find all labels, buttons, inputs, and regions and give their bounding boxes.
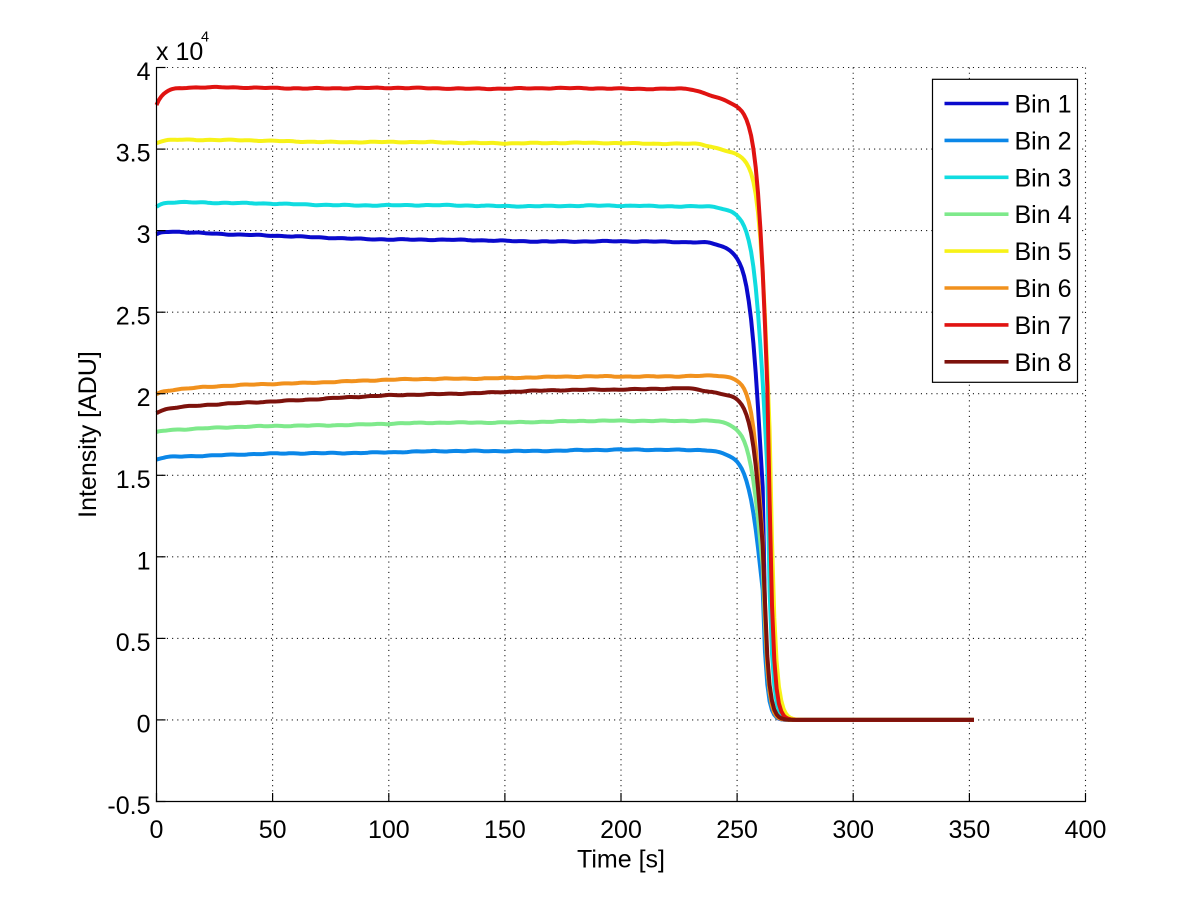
svg-text:50: 50 [259, 816, 287, 844]
svg-text:150: 150 [484, 816, 526, 844]
svg-text:Bin 8: Bin 8 [1015, 349, 1072, 377]
svg-text:2: 2 [137, 384, 151, 412]
svg-text:300: 300 [832, 816, 874, 844]
svg-text:-0.5: -0.5 [107, 792, 150, 820]
svg-text:Bin 2: Bin 2 [1015, 127, 1072, 155]
svg-text:x 10: x 10 [156, 38, 203, 66]
svg-text:Time [s]: Time [s] [577, 846, 665, 874]
svg-text:0: 0 [137, 710, 151, 738]
svg-text:Bin 3: Bin 3 [1015, 164, 1072, 192]
svg-text:2.5: 2.5 [116, 303, 151, 331]
svg-text:Intensity [ADU]: Intensity [ADU] [74, 351, 102, 518]
svg-text:350: 350 [949, 816, 991, 844]
svg-text:1: 1 [137, 547, 151, 575]
svg-text:250: 250 [716, 816, 758, 844]
svg-text:3.5: 3.5 [116, 140, 151, 168]
svg-text:400: 400 [1065, 816, 1107, 844]
svg-text:100: 100 [368, 816, 410, 844]
svg-text:3: 3 [137, 221, 151, 249]
svg-text:Bin 5: Bin 5 [1015, 238, 1072, 266]
svg-text:Bin 4: Bin 4 [1015, 201, 1072, 229]
svg-text:Bin 7: Bin 7 [1015, 312, 1072, 340]
svg-text:0.5: 0.5 [116, 629, 151, 657]
svg-text:4: 4 [137, 58, 151, 86]
svg-text:Bin 6: Bin 6 [1015, 275, 1072, 303]
svg-text:200: 200 [600, 816, 642, 844]
svg-text:1.5: 1.5 [116, 466, 151, 494]
svg-text:4: 4 [201, 30, 209, 46]
svg-text:0: 0 [150, 816, 164, 844]
svg-text:Bin 1: Bin 1 [1015, 91, 1072, 119]
